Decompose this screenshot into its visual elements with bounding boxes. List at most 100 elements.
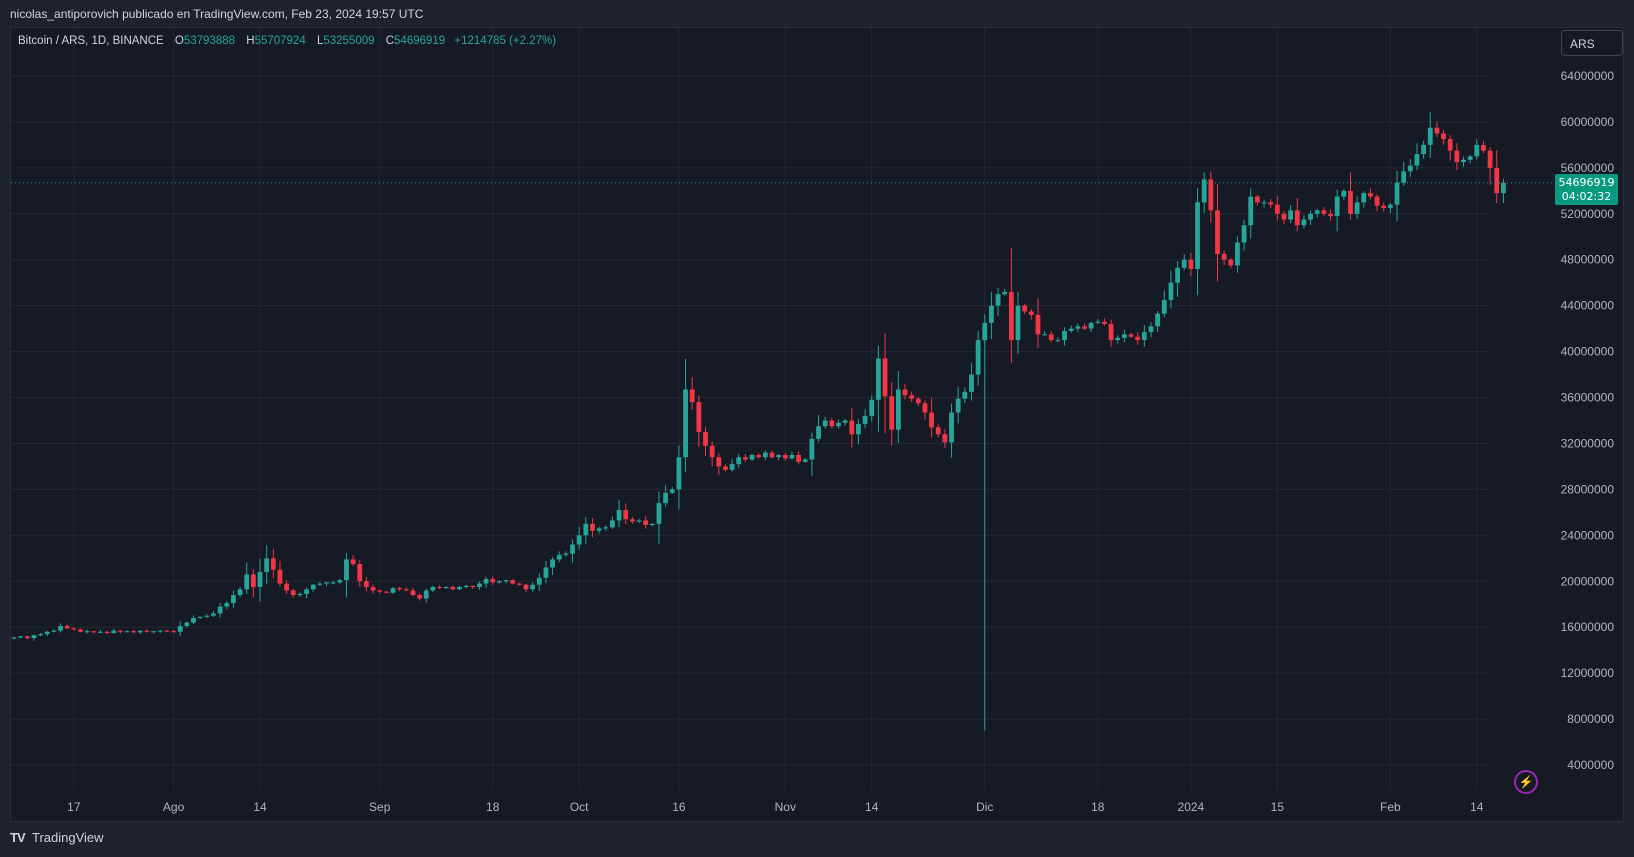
candle-body [969,374,974,392]
candle-body [383,591,389,593]
y-tick-label: 60000000 [1561,115,1615,129]
candle-body [503,580,509,582]
lightning-icon[interactable]: ⚡ [1514,770,1538,794]
candle-body [1062,330,1067,341]
candle-body [224,603,230,607]
candle-body [1055,340,1061,342]
close-value: 54696919 [394,35,446,47]
candle-body [370,587,376,591]
candle-body [1461,159,1466,163]
candle-body [689,389,695,403]
candle-body [875,358,881,400]
candle-body [1314,210,1320,214]
candle-body [157,630,163,632]
candle-body [550,559,555,568]
chart-panel[interactable] [10,27,1624,822]
candle-body [1301,219,1307,226]
candle-body [915,398,921,404]
candle-body [377,590,383,592]
candle-body [1268,202,1274,205]
y-tick-label: 44000000 [1561,299,1615,313]
candle-body [1221,253,1227,260]
candle-body [490,578,496,583]
candle-body [842,420,848,423]
candle-body [151,631,157,633]
candle-body [663,492,669,504]
candle-body [1361,193,1367,203]
candle-body [862,415,868,424]
candle-body [696,402,702,432]
candle-body [676,457,682,490]
candle-body [211,613,216,616]
candle-body [204,615,210,617]
candle-body [337,580,343,583]
candle-body [1368,193,1373,197]
candle-body [310,584,316,590]
candle-body [1341,190,1347,197]
candle-body [144,630,150,632]
candle-body [523,584,529,590]
candle-body [1095,321,1101,323]
candle-body [1128,334,1134,337]
candle-body [264,558,270,573]
candle-body [636,520,642,522]
candle-body [1501,182,1506,194]
candle-body [1002,291,1008,295]
candle-body [556,554,562,560]
candle-body [610,520,615,528]
candle-body [390,588,396,593]
candle-body [955,398,961,413]
candle-body [942,434,948,443]
high-label: H [246,35,255,47]
y-tick-label: 48000000 [1561,253,1615,267]
candle-body [1168,282,1174,300]
candle-body [603,527,609,529]
candle-body [450,587,456,590]
tradingview-brand[interactable]: TV TradingView [10,830,104,845]
close-label: C [385,35,395,47]
candle-body [463,585,469,588]
candle-body [437,587,442,589]
candle-body [516,583,522,585]
candle-body [802,459,808,462]
candle-body [1135,336,1141,341]
x-tick-label: Ago [163,800,185,814]
y-tick-label: 16000000 [1561,620,1615,634]
candle-body [117,630,123,632]
candle-body [1108,324,1114,341]
candle-body [244,574,250,590]
brand-name: TradingView [32,830,104,845]
currency-button[interactable]: ARS [1561,30,1623,56]
candle-body [922,403,928,413]
x-tick-label: 18 [1091,800,1105,814]
publish-info: nicolas_antiporovich publicado en Tradin… [10,7,424,21]
candle-body [1381,205,1387,209]
candle-body [470,585,476,588]
y-tick-label: 8000000 [1567,712,1614,726]
candle-body [856,423,861,435]
candle-body [1481,144,1486,151]
x-tick-label: Nov [775,800,796,814]
y-tick-label: 52000000 [1561,207,1615,221]
candle-body [563,553,569,555]
candle-body [1427,127,1433,145]
candle-body [530,584,536,590]
candle-body [1394,182,1400,205]
candle-body [357,564,363,582]
candle-body [84,631,90,633]
candle-body [364,581,369,588]
candle-body [1155,313,1161,327]
candle-body [44,631,50,635]
candle-body [789,454,795,459]
candle-body [78,629,83,632]
candle-body [769,452,775,458]
candle-body [749,454,755,460]
candle-body [1254,196,1260,203]
candle-body [576,535,582,545]
candle-body [1188,259,1194,269]
y-tick-label: 36000000 [1561,391,1615,405]
symbol-label[interactable]: Bitcoin / ARS, 1D, BINANCE [18,35,164,47]
x-tick-label: 14 [865,800,879,814]
candle-body [829,420,835,427]
